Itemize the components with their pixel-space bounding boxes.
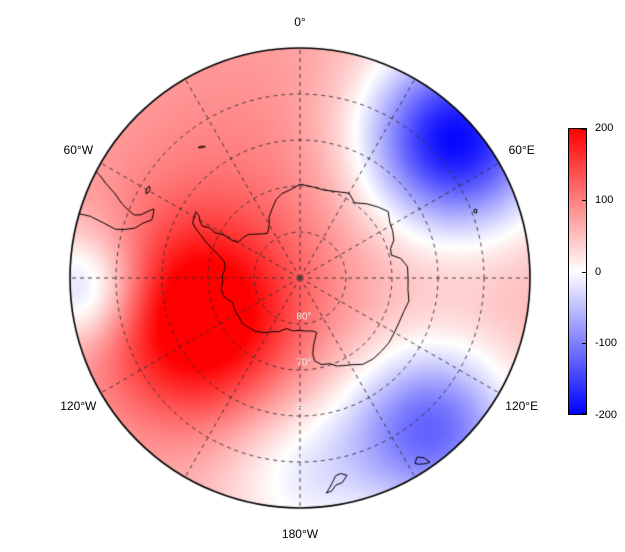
colorbar-tick-mark <box>582 199 586 201</box>
colorbar-tick-label-neg200: -200 <box>595 409 618 421</box>
colorbar-tick-mark <box>582 413 586 414</box>
lon-label-60w: 60°W <box>63 143 94 157</box>
lon-label-0: 0° <box>294 15 306 29</box>
colorbar-tick-mark <box>582 343 586 345</box>
lat-label-60: 60° <box>296 403 312 415</box>
colorbar-tick-label-neg100: -100 <box>595 337 618 350</box>
colorbar-tick-label-200: 200 <box>595 122 614 134</box>
lat-label-70: 70° <box>296 357 312 369</box>
lat-label-80: 80° <box>296 311 312 323</box>
colorbar-tick-mark <box>582 129 586 130</box>
lon-label-120e: 120°E <box>505 399 539 413</box>
colorbar-tick-mark <box>582 271 586 273</box>
lon-label-120w: 120°W <box>60 399 97 413</box>
colorbar-tick-label-100: 100 <box>595 193 614 206</box>
colorbar-tick-label-0: 0 <box>595 265 602 278</box>
lon-label-180w: 180°W <box>281 527 319 541</box>
lat-label-50: 50° <box>296 449 312 461</box>
lon-label-60e: 60°E <box>508 143 535 157</box>
